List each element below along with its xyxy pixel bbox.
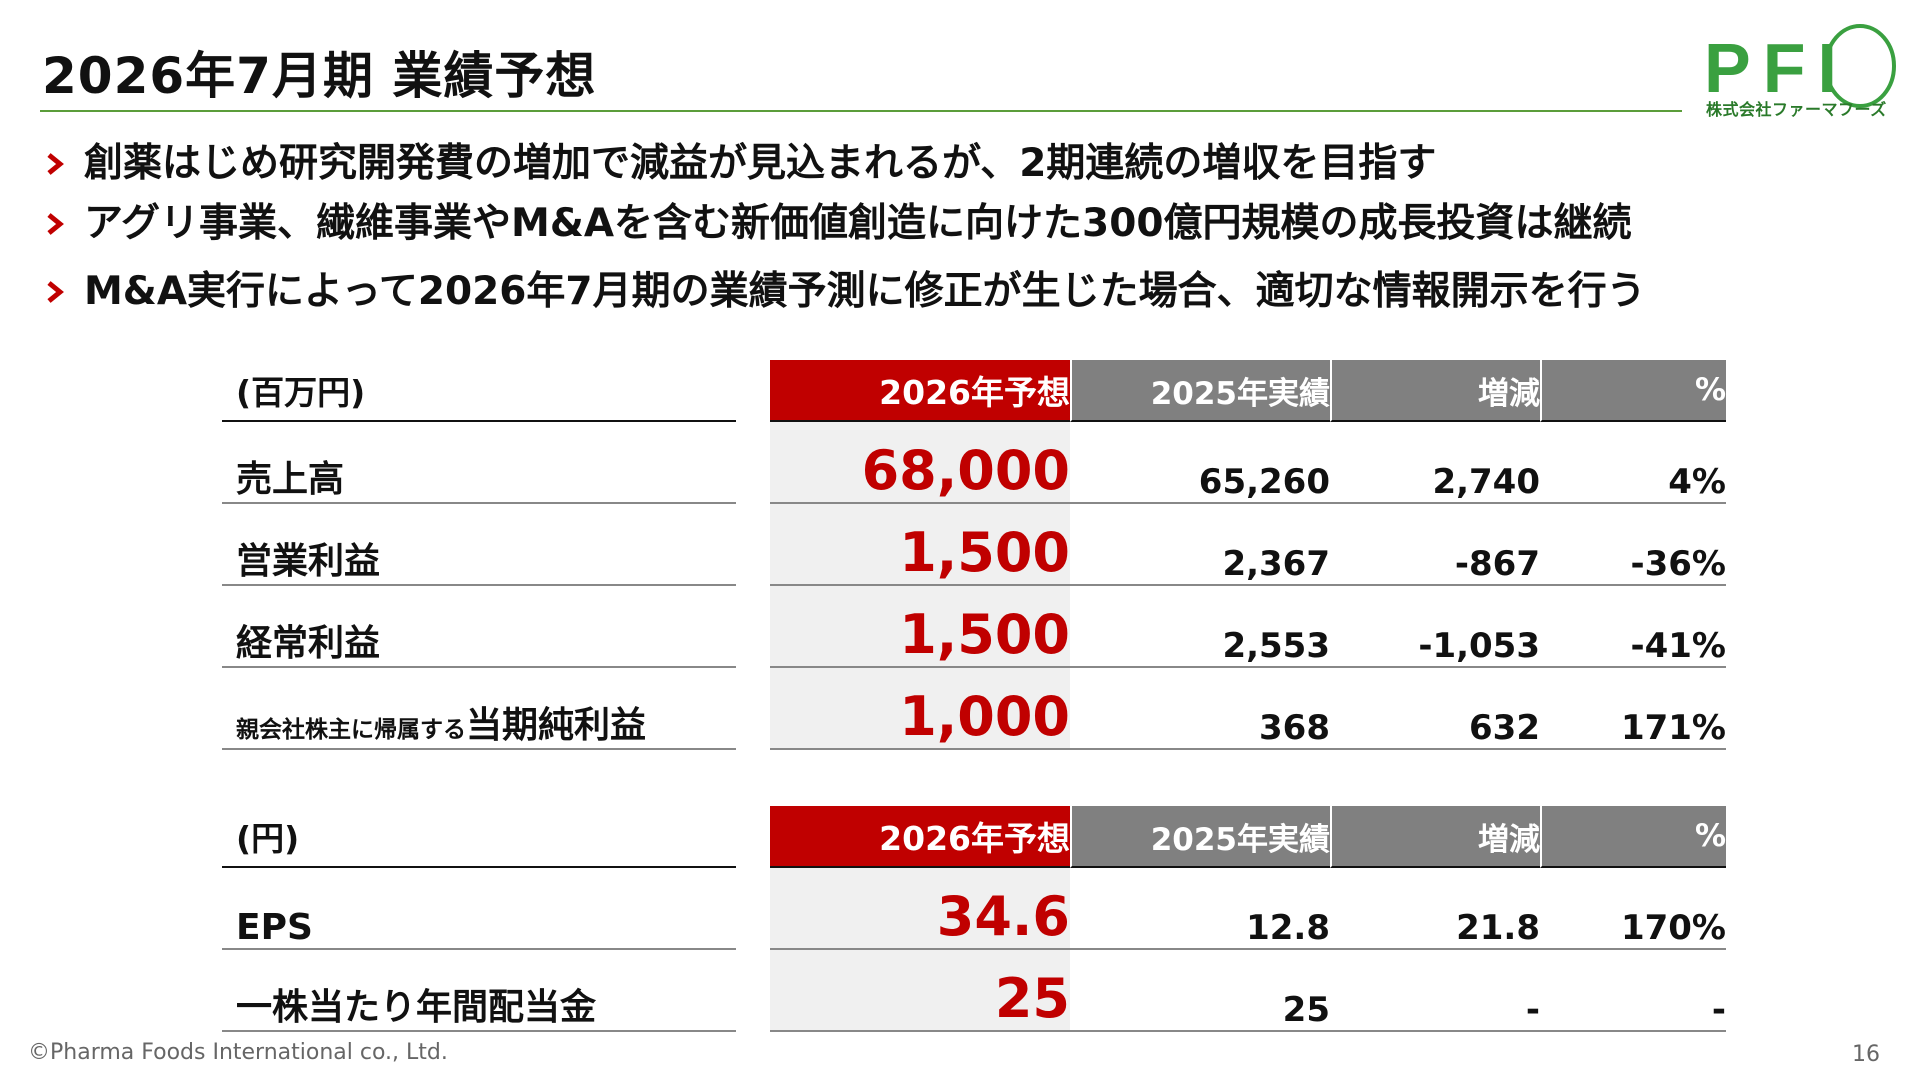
pct-value: -	[1540, 950, 1726, 1032]
table-header-row: (百万円) 2026年予想 2025年実績 増減 %	[222, 360, 1726, 422]
pct-value: -41%	[1540, 586, 1726, 668]
pct-column-header: %	[1540, 806, 1726, 868]
diff-column-header: 増減	[1330, 360, 1540, 422]
row-label: 営業利益	[222, 504, 736, 586]
pct-value: 4%	[1540, 422, 1726, 504]
row-label-prefix: 親会社株主に帰属する	[236, 717, 466, 743]
forecast-value: 1,500	[770, 504, 1070, 586]
table-row: 親会社株主に帰属する当期純利益 1,000 368 632 171%	[222, 668, 1726, 750]
forecast-value: 1,000	[770, 668, 1070, 750]
financial-forecast-table: (百万円) 2026年予想 2025年実績 増減 % 売上高 68,000 65…	[222, 360, 1726, 750]
pct-value: 171%	[1540, 668, 1726, 750]
forecast-value: 1,500	[770, 586, 1070, 668]
table-row: 売上高 68,000 65,260 2,740 4%	[222, 422, 1726, 504]
table-row: EPS 34.6 12.8 21.8 170%	[222, 868, 1726, 950]
row-label: 親会社株主に帰属する当期純利益	[222, 668, 736, 750]
forecast-value: 25	[770, 950, 1070, 1032]
bullet-list: 創薬はじめ研究開発費の増加で減益が見込まれるが、2期連続の増収を目指す アグリ事…	[44, 134, 1744, 322]
diff-value: 2,740	[1330, 422, 1540, 504]
row-label: 経常利益	[222, 586, 736, 668]
diff-value: -	[1330, 950, 1540, 1032]
actual-column-header: 2025年実績	[1070, 806, 1330, 868]
bullet-item: アグリ事業、繊維事業やM&Aを含む新価値創造に向けた300億円規模の成長投資は継…	[44, 194, 1744, 254]
diff-value: 21.8	[1330, 868, 1540, 950]
copyright-footer: ©Pharma Foods International co., Ltd.	[28, 1040, 448, 1065]
logo-subtitle: 株式会社ファーマフーズ	[1706, 100, 1887, 119]
pct-value: -36%	[1540, 504, 1726, 586]
actual-value: 12.8	[1070, 868, 1330, 950]
table-row: 経常利益 1,500 2,553 -1,053 -41%	[222, 586, 1726, 668]
forecast-column-header: 2026年予想	[770, 360, 1070, 422]
actual-value: 65,260	[1070, 422, 1330, 504]
actual-value: 2,553	[1070, 586, 1330, 668]
forecast-value: 68,000	[770, 422, 1070, 504]
diff-value: -867	[1330, 504, 1540, 586]
row-label: 売上高	[222, 422, 736, 504]
actual-value: 25	[1070, 950, 1330, 1032]
forecast-column-header: 2026年予想	[770, 806, 1070, 868]
pct-column-header: %	[1540, 360, 1726, 422]
forecast-value: 34.6	[770, 868, 1070, 950]
table-header-row: (円) 2026年予想 2025年実績 増減 %	[222, 806, 1726, 868]
table-row: 営業利益 1,500 2,367 -867 -36%	[222, 504, 1726, 586]
title-divider	[40, 110, 1682, 112]
bullet-text: 創薬はじめ研究開発費の増加で減益が見込まれるが、2期連続の増収を目指す	[84, 141, 1437, 186]
bullet-item: 創薬はじめ研究開発費の増加で減益が見込まれるが、2期連続の増収を目指す	[44, 134, 1744, 194]
row-label-main: 当期純利益	[466, 705, 647, 746]
bullet-item: M&A実行によって2026年7月期の業績予測に修正が生じた場合、適切な情報開示を…	[44, 262, 1744, 322]
actual-column-header: 2025年実績	[1070, 360, 1330, 422]
row-label: EPS	[222, 868, 736, 950]
bullet-text: アグリ事業、繊維事業やM&Aを含む新価値創造に向けた300億円規模の成長投資は継…	[84, 201, 1632, 246]
unit-label: (円)	[222, 806, 736, 868]
bullet-text: M&A実行によって2026年7月期の業績予測に修正が生じた場合、適切な情報開示を…	[84, 269, 1646, 314]
pct-value: 170%	[1540, 868, 1726, 950]
slide-title: 2026年7月期 業績予想	[42, 47, 597, 105]
table-row: 一株当たり年間配当金 25 25 - -	[222, 950, 1726, 1032]
chevron-right-icon	[47, 213, 64, 235]
row-label: 一株当たり年間配当金	[222, 950, 736, 1032]
company-logo: PFI	[1704, 24, 1896, 108]
page-number: 16	[1852, 1042, 1880, 1067]
diff-column-header: 増減	[1330, 806, 1540, 868]
actual-value: 2,367	[1070, 504, 1330, 586]
unit-label: (百万円)	[222, 360, 736, 422]
chevron-right-icon	[47, 153, 64, 175]
per-share-table: (円) 2026年予想 2025年実績 増減 % EPS 34.6 12.8 2…	[222, 806, 1726, 1032]
chevron-right-icon	[47, 281, 64, 303]
actual-value: 368	[1070, 668, 1330, 750]
diff-value: -1,053	[1330, 586, 1540, 668]
logo-text: PFI	[1704, 29, 1849, 107]
diff-value: 632	[1330, 668, 1540, 750]
